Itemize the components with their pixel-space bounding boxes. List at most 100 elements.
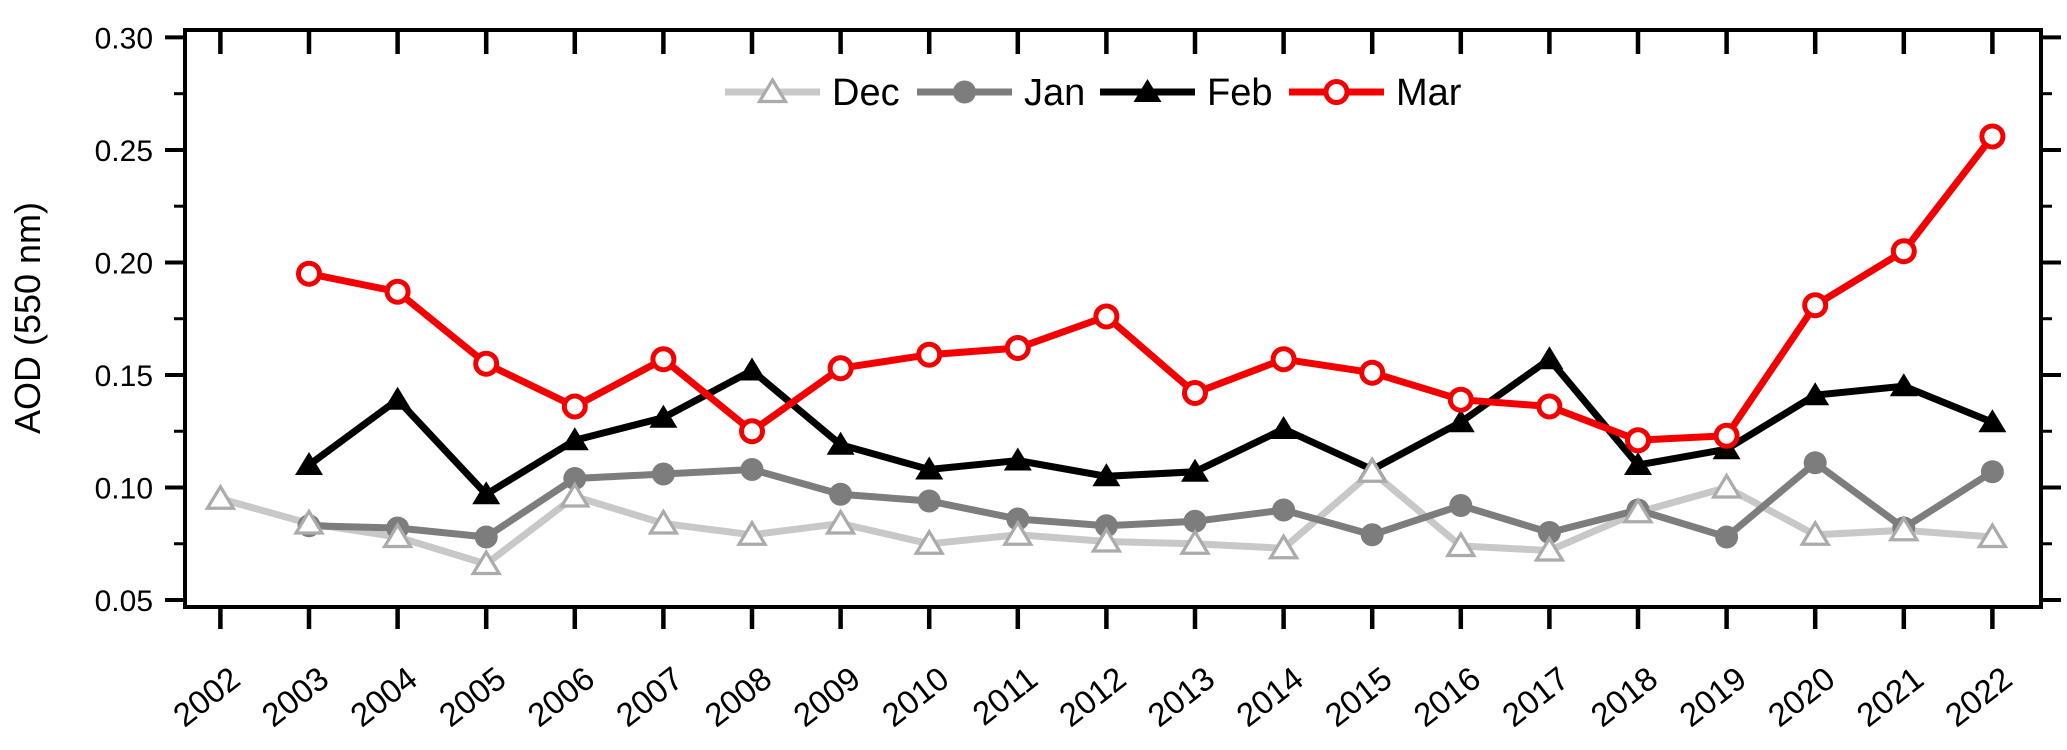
jan-marker bbox=[1360, 523, 1384, 547]
x-tick-label: 2015 bbox=[1318, 659, 1399, 733]
jan-marker bbox=[1715, 525, 1739, 549]
mar-marker bbox=[296, 260, 322, 287]
dec-marker bbox=[1444, 530, 1477, 558]
mar-marker bbox=[1182, 379, 1208, 406]
feb-marker bbox=[1889, 373, 1918, 397]
plot-frame bbox=[183, 28, 2043, 609]
x-tick-label: 2006 bbox=[520, 659, 601, 733]
jan-marker bbox=[1094, 514, 1118, 538]
dec-marker-icon bbox=[756, 76, 789, 104]
legend-item-mar: Mar bbox=[1289, 72, 1462, 114]
dec-marker bbox=[1356, 456, 1389, 483]
y-tick-label: 0.15 bbox=[95, 360, 153, 393]
mar-marker bbox=[650, 346, 677, 373]
feb-marker bbox=[295, 452, 323, 476]
x-tick-label: 2020 bbox=[1761, 659, 1842, 733]
feb-marker bbox=[1978, 409, 2007, 433]
dec-marker bbox=[470, 548, 503, 576]
feb-marker bbox=[1624, 452, 1652, 476]
x-tick-label: 2010 bbox=[875, 659, 956, 733]
legend-label: Mar bbox=[1396, 72, 1462, 114]
jan-marker bbox=[917, 489, 941, 513]
x-tick-label: 2014 bbox=[1229, 659, 1310, 733]
legend-label: Dec bbox=[832, 72, 900, 114]
dec-marker bbox=[1976, 521, 2009, 549]
jan-marker bbox=[1537, 521, 1561, 545]
x-tick-label: 2007 bbox=[609, 659, 690, 733]
jan-marker bbox=[474, 525, 498, 549]
feb-line bbox=[306, 354, 1994, 499]
feb-marker bbox=[383, 386, 412, 410]
feb-marker bbox=[1181, 458, 1209, 482]
mar-marker bbox=[1802, 292, 1829, 319]
dec-marker bbox=[1622, 497, 1654, 524]
mar-marker bbox=[1359, 359, 1386, 386]
y-tick-label: 0.05 bbox=[95, 585, 153, 618]
mar-marker bbox=[561, 393, 588, 420]
dec-marker bbox=[1710, 472, 1743, 499]
mar-marker bbox=[739, 418, 765, 445]
x-tick-label: 2002 bbox=[166, 659, 247, 733]
mar-marker bbox=[1093, 303, 1120, 330]
feb-marker-icon bbox=[1133, 79, 1162, 102]
x-tick-label: 2009 bbox=[786, 659, 867, 733]
mar-marker bbox=[473, 350, 500, 377]
mar-marker bbox=[1625, 427, 1651, 454]
dec-marker bbox=[204, 483, 237, 510]
legend-item-dec: Dec bbox=[725, 72, 900, 114]
mar-marker bbox=[1979, 123, 2006, 150]
jan-marker-icon bbox=[953, 80, 976, 104]
mar-marker bbox=[916, 341, 943, 368]
feb-marker bbox=[472, 481, 501, 505]
x-tick-label: 2012 bbox=[1052, 659, 1133, 733]
y-axis-title: AOD (550 nm) bbox=[7, 202, 48, 434]
x-tick-label: 2005 bbox=[432, 659, 513, 733]
feb-marker bbox=[1269, 415, 1298, 439]
dec-marker bbox=[1090, 526, 1123, 553]
mar-marker bbox=[1713, 422, 1740, 449]
dec-marker bbox=[1533, 535, 1566, 562]
x-tick-label: 2008 bbox=[698, 659, 779, 733]
x-tick-label: 2021 bbox=[1849, 659, 1930, 733]
mar-marker-icon bbox=[1323, 79, 1350, 105]
jan-marker bbox=[1803, 451, 1827, 475]
x-tick-label: 2019 bbox=[1672, 659, 1753, 733]
dec-marker bbox=[1887, 515, 1920, 542]
y-tick-label: 0.10 bbox=[95, 473, 153, 506]
legend-item-jan: Jan bbox=[917, 72, 1085, 114]
mar-marker bbox=[1447, 386, 1474, 413]
jan-marker bbox=[740, 458, 764, 482]
jan-marker bbox=[829, 482, 853, 506]
feb-marker bbox=[560, 427, 589, 451]
mar-marker bbox=[1536, 393, 1563, 420]
feb-marker bbox=[915, 456, 944, 480]
mar-line bbox=[308, 134, 1996, 444]
jan-marker bbox=[1449, 494, 1473, 518]
x-tick-label: 2011 bbox=[965, 659, 1044, 732]
x-tick-label: 2022 bbox=[1938, 659, 2019, 733]
legend-label: Jan bbox=[1024, 72, 1085, 114]
feb-marker bbox=[649, 404, 678, 428]
dec-marker bbox=[736, 519, 768, 546]
mar-marker bbox=[827, 355, 854, 382]
legend-label: Feb bbox=[1207, 72, 1272, 114]
dec-marker bbox=[1179, 528, 1211, 555]
jan-marker bbox=[1183, 509, 1207, 533]
mar-marker bbox=[1004, 334, 1031, 361]
dec-marker bbox=[1267, 533, 1300, 560]
x-tick-label: 2003 bbox=[255, 659, 336, 733]
x-tick-label: 2018 bbox=[1584, 659, 1665, 733]
dec-marker bbox=[293, 508, 325, 535]
y-tick-label: 0.20 bbox=[95, 247, 153, 280]
y-tick-label: 0.30 bbox=[95, 22, 153, 55]
feb-marker bbox=[826, 431, 855, 455]
y-tick-label: 0.25 bbox=[95, 135, 153, 168]
dec-marker bbox=[824, 508, 857, 535]
x-tick-label: 2017 bbox=[1495, 659, 1576, 733]
dec-marker bbox=[381, 521, 414, 549]
jan-marker bbox=[563, 467, 587, 491]
jan-marker bbox=[651, 462, 675, 486]
x-tick-label: 2004 bbox=[343, 659, 424, 733]
